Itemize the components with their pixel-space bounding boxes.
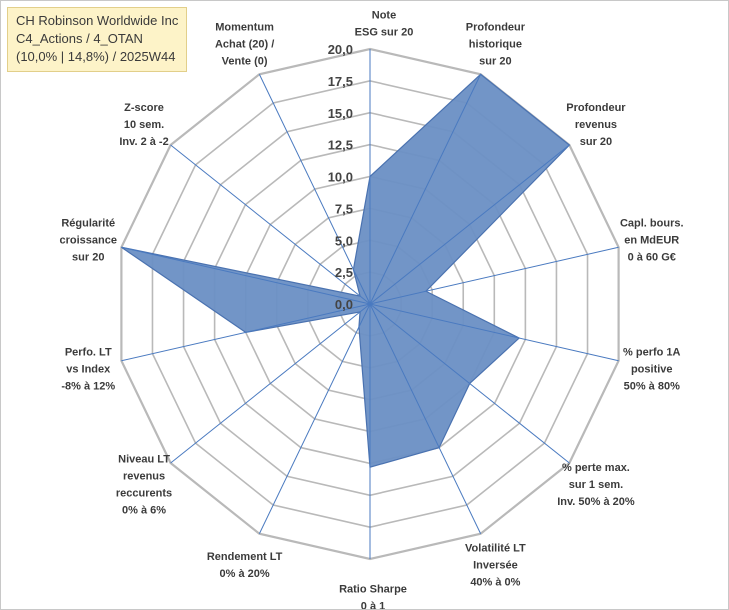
tick-label: 20,0 (328, 42, 353, 57)
axis-label-line: croissance (60, 235, 117, 247)
axis-label-line: Niveau LT (118, 454, 170, 466)
spoke-14 (258, 74, 371, 305)
axis-label-6: % perte max. sur 1 sem. Inv. 50% à 20% (557, 462, 635, 508)
spoke-4 (369, 246, 619, 305)
tick-label: 12,5 (328, 138, 353, 153)
axis-label-line: 40% à 0% (470, 576, 520, 588)
axis-label-5: % perfo 1A positive 50% à 80% (623, 346, 681, 392)
axis-label-line: historique (469, 39, 522, 51)
tick-label: 7,5 (335, 201, 353, 216)
tick-label: 5,0 (335, 233, 353, 248)
axis-label-2: Profondeur historique sur 20 (466, 22, 526, 68)
axis-label-8: Ratio Sharpe 0 à 1 (339, 584, 407, 610)
tick-label: 10,0 (328, 170, 353, 185)
radial-tick-labels: 0,0 2,5 5,0 7,5 10,0 12,5 15,0 17,5 20,0 (328, 42, 353, 312)
axis-label-line: Achat (20) / (215, 39, 274, 51)
radar-spokes (121, 49, 619, 559)
axis-label-13: Z-score 10 sem. Inv. 2 à -2 (119, 102, 168, 148)
axis-label-line: sur 20 (580, 136, 612, 148)
axis-label-line: positive (631, 363, 673, 375)
axis-label-line: Inversée (473, 559, 518, 571)
axis-label-3: Profondeur revenus sur 20 (566, 102, 626, 148)
spoke-3 (369, 144, 570, 305)
spoke-11 (121, 303, 371, 362)
axis-label-line: Profondeur (466, 22, 526, 34)
axis-label-line: -8% à 12% (61, 380, 115, 392)
axis-label-line: % perte max. (562, 462, 630, 474)
axis-label-9: Rendement LT 0% à 20% (207, 551, 283, 580)
spoke-2 (369, 74, 482, 305)
axis-label-line: reccurents (116, 488, 172, 500)
axis-label-line: ESG sur 20 (355, 27, 414, 39)
axis-label-line: Note (372, 10, 396, 22)
axis-label-line: Vente (0) (222, 56, 268, 68)
axis-label-7: Volatilité LT Inversée 40% à 0% (465, 542, 526, 588)
axis-label-12: Régularité croissance sur 20 (60, 218, 117, 264)
axis-label-4: Capl. bours. en MdEUR 0 à 60 G€ (620, 218, 684, 264)
axis-label-line: Volatilité LT (465, 542, 526, 554)
company-name: CH Robinson Worldwide Inc (16, 13, 179, 28)
axis-label-line: Perfo. LT (65, 346, 112, 358)
axis-label-line: 50% à 80% (624, 380, 680, 392)
axis-label-line: % perfo 1A (623, 346, 681, 358)
axis-label-line: revenus (123, 471, 165, 483)
axis-label-11: Perfo. LT vs Index -8% à 12% (61, 346, 115, 392)
axis-label-line: Ratio Sharpe (339, 584, 407, 596)
axis-label-line: 0 à 60 G€ (628, 252, 676, 264)
axis-label-line: 10 sem. (124, 119, 164, 131)
spoke-5 (369, 303, 619, 362)
chart-title-box: CH Robinson Worldwide Inc C4_Actions / 4… (7, 7, 188, 72)
axis-label-line: 0 à 1 (361, 601, 385, 610)
axis-label-10: Niveau LT revenus reccurents 0% à 6% (116, 454, 172, 517)
axis-label-line: Profondeur (566, 102, 626, 114)
axis-label-line: sur 20 (72, 252, 104, 264)
axis-label-14: Momentum Achat (20) / Vente (0) (215, 22, 274, 68)
axis-label-line: sur 1 sem. (569, 479, 623, 491)
axis-label-line: 0% à 6% (122, 505, 166, 517)
axis-label-1: Note ESG sur 20 (355, 10, 414, 39)
axis-label-line: Inv. 2 à -2 (119, 136, 168, 148)
spoke-13 (170, 144, 371, 305)
tick-label: 15,0 (328, 106, 353, 121)
axis-label-line: Rendement LT (207, 551, 283, 563)
tick-label: 0,0 (335, 297, 353, 312)
portfolio-category: C4_Actions / 4_OTAN (16, 31, 143, 46)
axis-label-line: Capl. bours. (620, 218, 684, 230)
axis-label-line: Z-score (124, 102, 164, 114)
axis-label-line: en MdEUR (624, 235, 679, 247)
axis-label-line: Inv. 50% à 20% (557, 496, 635, 508)
tick-label: 17,5 (328, 74, 353, 89)
axis-label-line: vs Index (66, 363, 111, 375)
tick-label: 2,5 (335, 265, 353, 280)
axis-labels: Note ESG sur 20 Profondeur historique sur 20… (60, 10, 684, 610)
performance-period: (10,0% | 14,8%) / 2025W44 (16, 49, 176, 64)
spoke-7 (369, 303, 482, 534)
spoke-9 (258, 303, 371, 534)
axis-label-line: sur 20 (479, 56, 511, 68)
axis-label-line: 0% à 20% (220, 568, 270, 580)
spoke-6 (369, 303, 570, 464)
spoke-10 (170, 303, 371, 464)
spoke-12 (121, 246, 371, 305)
axis-label-line: revenus (575, 119, 617, 131)
axis-label-line: Régularité (61, 218, 115, 230)
axis-label-line: Momentum (215, 22, 274, 34)
